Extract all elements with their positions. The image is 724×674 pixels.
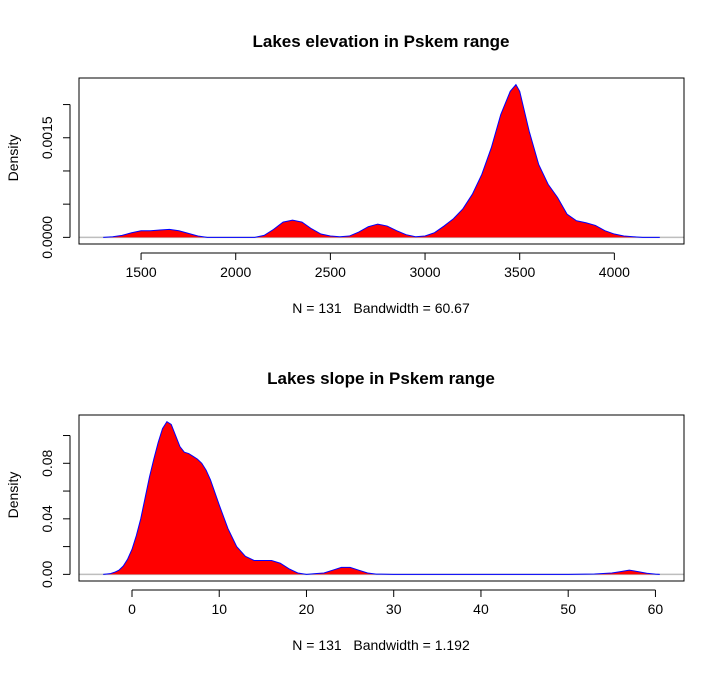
elevation-x-tick-label: 4000 — [599, 264, 630, 280]
elevation-density-line — [103, 83, 660, 238]
slope-x-tick-label: 60 — [648, 601, 664, 617]
elevation-y-axis-label: Density — [5, 135, 21, 182]
slope-y-tick-label: 0.04 — [39, 505, 55, 532]
slope-x-tick-label: 20 — [299, 601, 315, 617]
slope-x-tick-label: 50 — [560, 601, 576, 617]
slope-x-tick-label: 40 — [473, 601, 489, 617]
slope-plot-frame — [78, 414, 685, 582]
slope-y-tick-label: 0.08 — [39, 449, 55, 476]
elevation-density-area — [103, 84, 660, 238]
slope-x-tick-label: 30 — [386, 601, 402, 617]
slope-panel: Lakes slope in Pskem range Density N = 1… — [5, 369, 685, 653]
slope-y-tick-label: 0.00 — [39, 561, 55, 588]
slope-x-tick-label: 0 — [128, 601, 136, 617]
elevation-x-tick-label: 2000 — [220, 264, 251, 280]
elevation-x-tick-label: 2500 — [315, 264, 346, 280]
elevation-x-tick-label: 1500 — [125, 264, 156, 280]
slope-density-area — [103, 421, 660, 575]
elevation-x-axis-label: N = 131 Bandwidth = 60.67 — [292, 300, 470, 316]
elevation-x-tick-label: 3000 — [409, 264, 440, 280]
slope-density-line — [103, 420, 660, 575]
elevation-chart-title: Lakes elevation in Pskem range — [252, 32, 509, 51]
slope-plot-area: 0 10 20 30 40 50 60 0.00 0.04 0.08 — [39, 414, 685, 617]
elevation-y-tick-label: 0.0015 — [39, 116, 55, 159]
elevation-panel: Lakes elevation in Pskem range Density N… — [5, 32, 685, 316]
slope-chart-title: Lakes slope in Pskem range — [267, 369, 495, 388]
slope-x-axis-label: N = 131 Bandwidth = 1.192 — [292, 637, 470, 653]
slope-x-tick-label: 10 — [211, 601, 227, 617]
elevation-plot-area: 1500 2000 2500 3000 3500 4000 0.0000 0.0015 — [39, 77, 685, 280]
elevation-plot-frame — [78, 77, 685, 245]
slope-y-axis-label: Density — [5, 472, 21, 519]
elevation-y-tick-label: 0.0000 — [39, 216, 55, 259]
elevation-x-tick-label: 3500 — [504, 264, 535, 280]
